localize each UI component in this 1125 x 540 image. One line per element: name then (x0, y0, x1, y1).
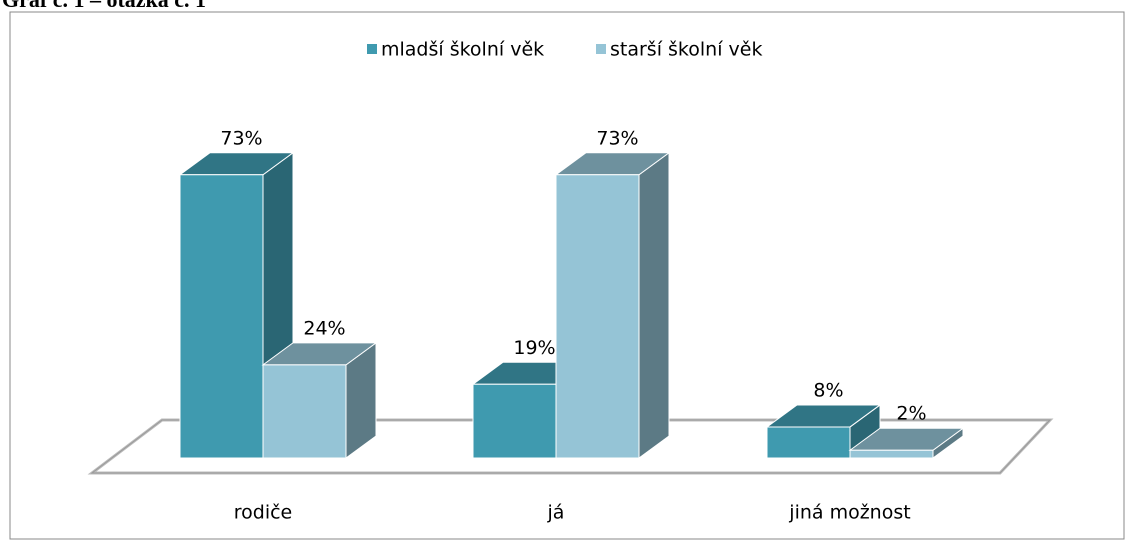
chart-frame (9, 11, 1125, 540)
legend-swatch (596, 44, 606, 54)
x-tick-label: já (547, 502, 565, 524)
bar-front (262, 364, 347, 459)
bar-front (179, 174, 264, 459)
bar-front (849, 449, 934, 459)
chart-title: Graf č. 1 – otázka č. 1 (2, 0, 206, 12)
legend-label: starší školní věk (610, 39, 762, 61)
floor-edge (90, 419, 1052, 474)
x-tick-label: rodiče (234, 502, 293, 524)
value-label: 73% (220, 127, 262, 149)
bar-side (638, 151, 670, 459)
legend-label: mladší školní věk (381, 39, 544, 61)
value-label: 73% (596, 127, 638, 149)
value-label: 8% (813, 379, 843, 401)
x-tick-label: jiná možnost (788, 502, 910, 524)
bar (848, 427, 965, 459)
value-label: 19% (513, 337, 555, 359)
bar (261, 341, 378, 459)
bar-front (766, 426, 851, 459)
value-label: 2% (896, 403, 926, 425)
bar (554, 151, 671, 459)
bar-front (472, 383, 557, 459)
value-label: 24% (303, 317, 345, 339)
legend-swatch (367, 44, 377, 54)
bar-front (555, 174, 640, 459)
